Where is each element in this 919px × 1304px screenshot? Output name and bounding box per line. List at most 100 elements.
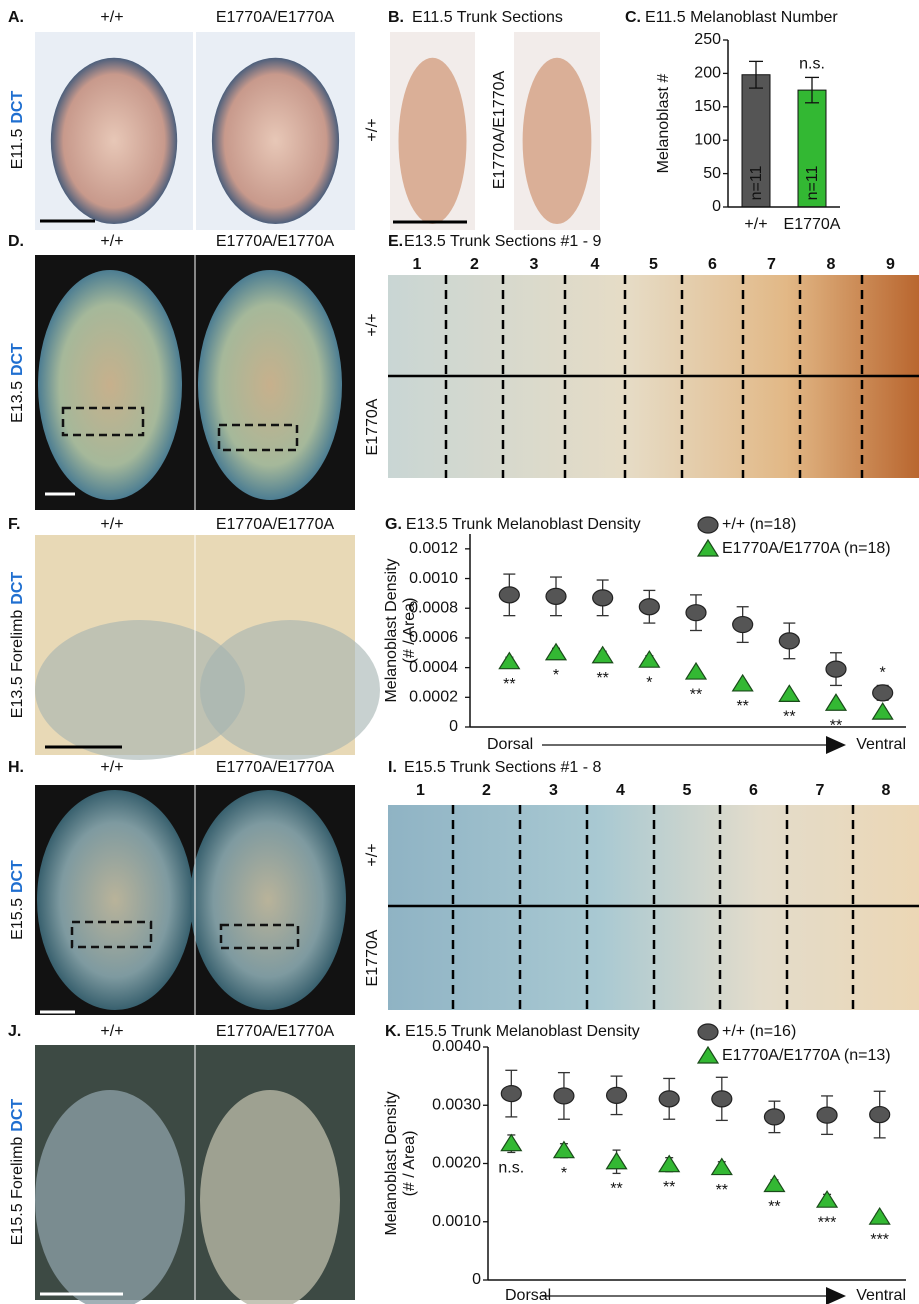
marker xyxy=(686,663,706,679)
marker xyxy=(607,1087,627,1103)
significance: n.s. xyxy=(498,1160,524,1177)
y-axis-label: Melanoblast Density xyxy=(383,1091,400,1235)
marker xyxy=(873,685,893,701)
marker xyxy=(593,647,613,663)
section-number: 6 xyxy=(708,256,717,273)
y-tick-label: 0 xyxy=(712,198,721,215)
direction-arrowhead xyxy=(826,736,846,754)
marker xyxy=(870,1208,890,1224)
marker xyxy=(659,1091,679,1107)
panel-label: D. xyxy=(8,233,24,250)
panel-label: K. xyxy=(385,1023,401,1040)
side-label: E11.5DCT xyxy=(9,91,26,170)
y-tick-label: 0.0040 xyxy=(432,1038,481,1055)
photo-specimen xyxy=(190,790,346,1010)
y-tick-label: 200 xyxy=(694,65,721,82)
significance: ** xyxy=(503,676,515,693)
marker xyxy=(698,1024,718,1040)
column-label: E1770A/E1770A xyxy=(216,9,335,26)
column-label: +/+ xyxy=(100,516,123,533)
side-label-stain: DCT xyxy=(9,860,26,893)
section-number: 5 xyxy=(683,782,692,799)
x-axis-end: Ventral xyxy=(856,1287,906,1304)
side-label-text: E15.5 Forelimb xyxy=(9,1137,26,1246)
y-tick-label: 150 xyxy=(694,98,721,115)
section-number: 5 xyxy=(649,256,658,273)
side-label: E15.5 Forelimb DCT xyxy=(9,1099,26,1246)
marker xyxy=(733,675,753,691)
side-label-stain: DCT xyxy=(9,572,26,605)
column-label: +/+ xyxy=(100,9,123,26)
panel-label: B. xyxy=(388,9,404,26)
y-axis-label: Melanoblast Density xyxy=(383,558,400,702)
column-label: E1770A/E1770A xyxy=(216,1023,335,1040)
section-number: 3 xyxy=(549,782,558,799)
section-number: 1 xyxy=(416,782,425,799)
side-label: E13.5 ForelimbDCT xyxy=(9,572,26,719)
section-number: 2 xyxy=(482,782,491,799)
marker xyxy=(712,1091,732,1107)
y-tick-label: 100 xyxy=(694,131,721,148)
row-label: +/+ xyxy=(364,118,381,141)
chart-title: K.E15.5 Trunk Melanoblast Density xyxy=(385,1023,640,1040)
photo-specimen xyxy=(212,58,339,224)
y-tick-label: 250 xyxy=(694,31,721,48)
marker xyxy=(659,1156,679,1172)
significance: * xyxy=(880,665,886,682)
marker xyxy=(501,1135,521,1151)
figure: A.+/+E1770A/E1770AE11.5DCTD.+/+E1770A/E1… xyxy=(0,0,919,1304)
significance: ** xyxy=(783,709,795,726)
significance: ** xyxy=(736,698,748,715)
row-label: E1770A xyxy=(364,398,381,455)
side-label-stain: DCT xyxy=(9,1099,26,1132)
photo-specimen xyxy=(200,620,380,760)
photo-specimen xyxy=(38,270,182,500)
marker xyxy=(639,599,659,615)
significance: * xyxy=(561,1165,567,1182)
section-number: 7 xyxy=(816,782,825,799)
x-tick-label: E1770A xyxy=(784,216,841,233)
side-label-stain: DCT xyxy=(9,91,26,124)
panel-label: J. xyxy=(8,1023,21,1040)
side-label: E15.5 DCT xyxy=(9,860,26,940)
y-tick-label: 0.0008 xyxy=(409,599,458,616)
y-tick-label: 0 xyxy=(472,1271,481,1288)
y-tick-label: 0.0002 xyxy=(409,689,458,706)
marker xyxy=(870,1107,890,1123)
marker xyxy=(546,644,566,660)
y-tick-label: 50 xyxy=(703,165,721,182)
legend-label: +/+ (n=16) xyxy=(722,1023,796,1040)
section-number: 2 xyxy=(470,256,479,273)
photo-specimen xyxy=(200,1090,340,1304)
marker xyxy=(779,633,799,649)
marker xyxy=(499,587,519,603)
side-label: E13.5DCT xyxy=(9,343,26,423)
marker xyxy=(826,661,846,677)
section-number: 8 xyxy=(882,782,891,799)
y-tick-label: 0.0010 xyxy=(432,1213,481,1230)
x-tick-label: +/+ xyxy=(744,216,767,233)
row-label: E1770A xyxy=(364,929,381,986)
y-tick-label: 0.0004 xyxy=(409,659,458,676)
marker xyxy=(764,1109,784,1125)
significance: ** xyxy=(610,1181,622,1198)
photo-specimen xyxy=(37,790,193,1010)
y-tick-label: 0.0012 xyxy=(409,540,458,557)
direction-arrowhead xyxy=(826,1287,846,1304)
significance: *** xyxy=(870,1231,889,1248)
significance: * xyxy=(553,667,559,684)
panel-label: F. xyxy=(8,516,20,533)
side-label-text: E15.5 xyxy=(9,898,26,940)
photo-specimen xyxy=(198,270,342,500)
x-axis-end: Ventral xyxy=(856,736,906,753)
photo-specimen xyxy=(523,58,592,224)
y-tick-label: 0.0010 xyxy=(409,570,458,587)
chart-title-text: E11.5 Melanoblast Number xyxy=(645,9,838,26)
section-number: 6 xyxy=(749,782,758,799)
marker xyxy=(501,1086,521,1102)
section-number: 4 xyxy=(591,256,600,273)
y-tick-label: 0.0030 xyxy=(432,1096,481,1113)
sample-size: n=11 xyxy=(804,165,821,200)
panel-label: E. xyxy=(388,233,403,250)
marker xyxy=(712,1159,732,1175)
